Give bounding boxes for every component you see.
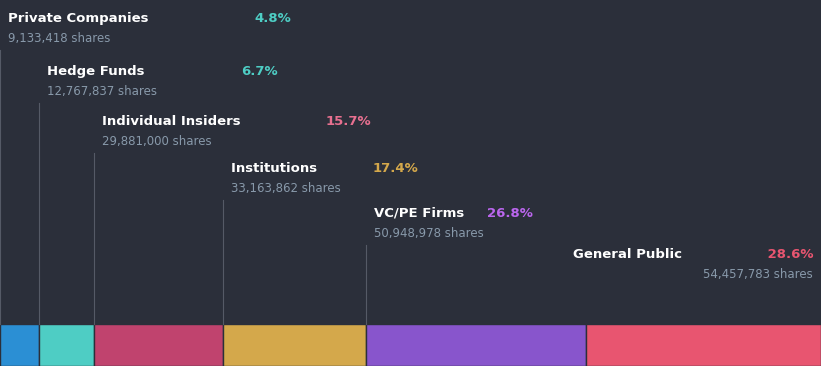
Text: Private Companies: Private Companies — [8, 12, 154, 25]
Text: 50,948,978 shares: 50,948,978 shares — [374, 227, 484, 240]
Bar — [366, 324, 586, 366]
Text: 28.6%: 28.6% — [763, 248, 813, 261]
Text: VC/PE Firms: VC/PE Firms — [374, 207, 469, 220]
Bar — [39, 324, 94, 366]
Text: 4.8%: 4.8% — [254, 12, 291, 25]
Text: 9,133,418 shares: 9,133,418 shares — [8, 32, 110, 45]
Text: Individual Insiders: Individual Insiders — [103, 115, 245, 128]
Text: Hedge Funds: Hedge Funds — [48, 65, 149, 78]
Text: 54,457,783 shares: 54,457,783 shares — [704, 268, 813, 281]
Text: Institutions: Institutions — [232, 162, 322, 175]
Bar — [94, 324, 223, 366]
Bar — [0, 324, 39, 366]
Text: 33,163,862 shares: 33,163,862 shares — [232, 182, 341, 195]
Text: 17.4%: 17.4% — [373, 162, 419, 175]
Text: General Public: General Public — [573, 248, 682, 261]
Text: 29,881,000 shares: 29,881,000 shares — [103, 135, 212, 148]
Text: 26.8%: 26.8% — [488, 207, 534, 220]
Bar — [223, 324, 366, 366]
Bar — [586, 324, 821, 366]
Text: 15.7%: 15.7% — [325, 115, 371, 128]
Text: 6.7%: 6.7% — [241, 65, 278, 78]
Text: 12,767,837 shares: 12,767,837 shares — [48, 85, 158, 98]
